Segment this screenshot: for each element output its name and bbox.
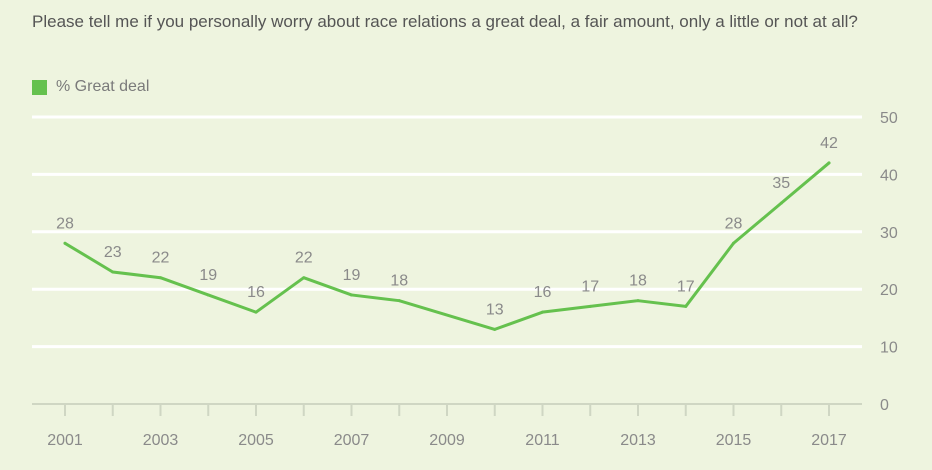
chart-question: Please tell me if you personally worry a… [32, 12, 858, 31]
data-label-2002: 23 [104, 244, 122, 261]
data-point-2012 [588, 304, 592, 308]
data-label-2001: 28 [56, 215, 74, 232]
x-tick-label-2009: 2009 [429, 432, 465, 449]
x-tick-label-2005: 2005 [238, 432, 274, 449]
data-point-2007 [350, 293, 353, 297]
data-label-2004: 19 [199, 267, 217, 284]
y-tick-label-0: 0 [880, 397, 889, 414]
data-point-2014 [684, 304, 688, 308]
data-label-2013: 18 [629, 273, 647, 290]
data-label-2014: 17 [677, 278, 695, 295]
data-label-2008: 18 [390, 273, 408, 290]
x-tick-label-2017: 2017 [811, 432, 847, 449]
data-point-2003 [159, 276, 162, 280]
x-tick-label-2003: 2003 [143, 432, 179, 449]
data-point-2008 [397, 299, 401, 303]
legend-swatch [32, 79, 47, 95]
x-tick-label-2011: 2011 [525, 432, 560, 449]
data-point-2015 [732, 241, 735, 245]
series-line [63, 161, 831, 331]
data-point-2006 [302, 276, 306, 280]
x-axis: 2001 2003 2005 2007 2009 2011 2013 2015 2017 [47, 404, 847, 449]
data-point-2013 [636, 299, 640, 303]
x-tick-label-2007: 2007 [334, 432, 370, 449]
y-axis: 0 10 20 30 40 50 [880, 110, 898, 414]
data-label-2015: 28 [725, 215, 743, 232]
legend-label: % Great deal [56, 78, 150, 95]
data-label-2012: 17 [581, 278, 599, 295]
data-label-2006: 22 [295, 250, 313, 267]
data-label-2007: 19 [343, 267, 361, 284]
data-label-2005: 16 [247, 284, 265, 301]
y-tick-label-10: 10 [880, 340, 898, 357]
y-tick-label-30: 30 [880, 225, 898, 242]
data-point-2010 [493, 327, 497, 331]
data-labels: 28 23 22 19 16 22 19 18 13 16 17 18 17 28 35 42 [56, 135, 838, 318]
data-label-2010: 13 [486, 301, 504, 318]
legend: % Great deal [32, 78, 149, 96]
data-label-2017: 42 [820, 135, 838, 152]
data-point-2001 [63, 241, 67, 245]
data-point-2004 [206, 293, 210, 297]
x-tick-label-2015: 2015 [716, 432, 752, 449]
y-tick-label-40: 40 [880, 167, 898, 184]
y-tick-label-50: 50 [880, 110, 898, 127]
data-label-2016: 35 [772, 175, 790, 192]
data-point-2017 [827, 161, 831, 165]
x-tick-label-2013: 2013 [620, 432, 656, 449]
data-label-2011: 16 [534, 284, 552, 301]
data-label-2003: 22 [152, 250, 170, 267]
data-point-2005 [254, 310, 258, 314]
series-great-deal [63, 161, 831, 331]
y-tick-label-20: 20 [880, 282, 898, 299]
x-tick-label-2001: 2001 [47, 432, 83, 449]
data-point-2016 [779, 201, 783, 205]
data-point-2011 [541, 310, 544, 314]
data-point-2002 [111, 270, 115, 274]
